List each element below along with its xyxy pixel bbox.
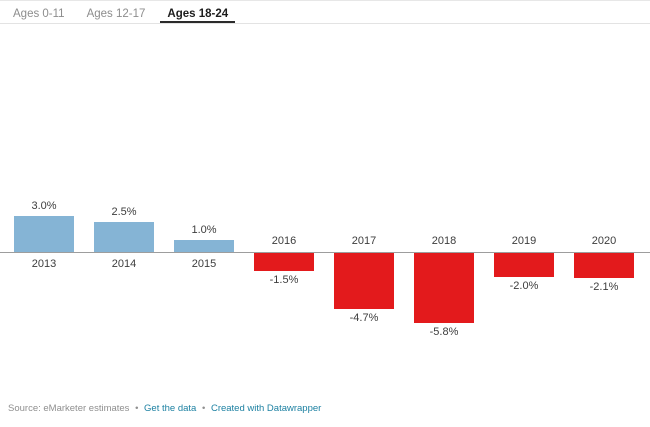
x-axis-label: 2014	[111, 258, 137, 270]
bar-2014[interactable]	[94, 222, 154, 252]
bar-value-label: -5.8%	[429, 326, 459, 338]
tab-ages-18-24[interactable]: Ages 18-24	[160, 0, 236, 23]
created-with-datawrapper-link[interactable]: Created with Datawrapper	[210, 403, 322, 414]
footer-separator: •	[201, 403, 206, 414]
zero-axis-line	[0, 252, 650, 253]
bar-value-label: -4.7%	[349, 312, 379, 324]
x-axis-label: 2013	[31, 258, 57, 270]
footer: Source: eMarketer estimates • Get the da…	[8, 403, 321, 415]
x-axis-label: 2016	[271, 235, 297, 247]
footer-separator: •	[135, 403, 139, 414]
tab-ages-0-11[interactable]: Ages 0-11	[13, 8, 65, 20]
source-text: Source: eMarketer estimates	[8, 403, 130, 414]
x-axis-label: 2018	[431, 235, 457, 247]
bar-2020[interactable]	[574, 253, 634, 278]
tab-ages-12-17[interactable]: Ages 12-17	[86, 8, 146, 20]
bar-2018[interactable]	[414, 253, 474, 323]
x-axis-label: 2015	[191, 258, 217, 270]
x-axis-label: 2020	[591, 235, 617, 247]
bar-value-label: -2.0%	[509, 280, 539, 292]
x-axis-label: 2019	[511, 235, 537, 247]
bar-value-label: -2.1%	[589, 281, 619, 293]
x-axis-label: 2017	[351, 235, 377, 247]
bar-2015[interactable]	[174, 240, 234, 252]
bar-value-label: -1.5%	[269, 274, 299, 286]
bar-2019[interactable]	[494, 253, 554, 277]
bar-2016[interactable]	[254, 253, 314, 271]
bar-value-label: 2.5%	[111, 206, 137, 218]
tab-bar: Ages 0-11 Ages 12-17 Ages 18-24	[0, 0, 650, 24]
bar-value-label: 3.0%	[31, 200, 57, 212]
bar-2017[interactable]	[334, 253, 394, 309]
bar-2013[interactable]	[14, 216, 74, 252]
get-the-data-link[interactable]: Get the data	[144, 403, 197, 414]
bar-value-label: 1.0%	[191, 224, 217, 236]
bar-chart: 3.0% 2013 2.5% 2014 1.0% 2015 -1.5% 2016 -4.7% 20…	[0, 200, 650, 338]
